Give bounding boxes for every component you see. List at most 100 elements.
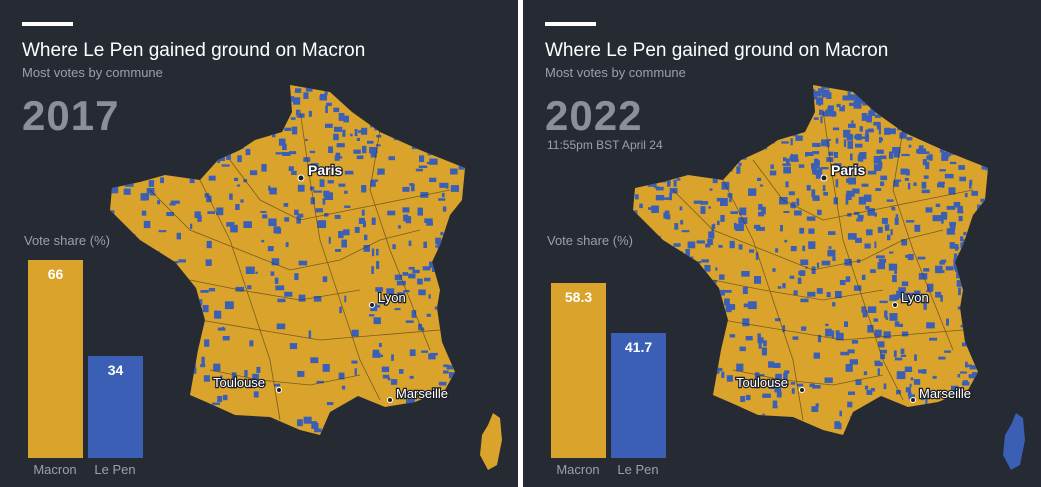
lepen-commune-patch xyxy=(946,318,949,326)
svg-text:Marseille: Marseille xyxy=(396,386,448,401)
city-marseille: Marseille xyxy=(910,385,972,403)
lepen-commune-patch xyxy=(880,426,888,430)
lepen-commune-patch xyxy=(445,310,450,318)
lepen-commune-patch xyxy=(247,285,252,290)
lepen-commune-patch xyxy=(372,352,381,358)
lepen-commune-patch xyxy=(971,405,980,411)
lepen-commune-patch xyxy=(429,261,434,268)
lepen-commune-patch xyxy=(221,164,230,167)
lepen-commune-patch xyxy=(934,89,942,92)
lepen-commune-patch xyxy=(216,207,224,216)
lepen-commune-patch xyxy=(895,423,898,429)
lepen-commune-patch xyxy=(808,228,815,234)
lepen-commune-patch xyxy=(880,354,886,360)
lepen-commune-patch xyxy=(297,213,304,218)
lepen-commune-patch xyxy=(199,413,203,417)
lepen-commune-patch xyxy=(262,214,268,219)
lepen-commune-patch xyxy=(388,156,395,161)
lepen-commune-patch xyxy=(194,143,202,148)
lepen-commune-patch xyxy=(261,107,268,116)
lepen-commune-patch xyxy=(970,236,975,244)
lepen-commune-patch xyxy=(194,367,197,374)
bar-value-macron: 66 xyxy=(47,266,64,282)
lepen-commune-patch xyxy=(153,251,160,259)
lepen-commune-patch xyxy=(446,182,449,189)
lepen-commune-patch xyxy=(466,423,472,430)
lepen-commune-patch xyxy=(781,141,789,144)
lepen-commune-patch xyxy=(824,377,833,383)
lepen-commune-patch xyxy=(325,105,328,113)
lepen-commune-patch xyxy=(926,322,935,329)
lepen-commune-patch xyxy=(811,163,820,169)
lepen-commune-patch xyxy=(376,248,379,256)
lepen-commune-patch xyxy=(887,234,891,241)
lepen-commune-patch xyxy=(918,85,926,90)
lepen-commune-patch xyxy=(987,139,988,142)
lepen-commune-patch xyxy=(769,170,777,176)
lepen-commune-patch xyxy=(945,92,950,97)
lepen-commune-patch xyxy=(849,102,855,106)
lepen-commune-patch xyxy=(728,135,734,141)
lepen-commune-patch xyxy=(755,252,759,260)
lepen-commune-patch xyxy=(212,402,221,405)
lepen-commune-patch xyxy=(655,235,661,242)
lepen-commune-patch xyxy=(434,87,440,95)
lepen-commune-patch xyxy=(681,146,685,149)
lepen-commune-patch xyxy=(925,396,928,405)
lepen-commune-patch xyxy=(852,188,860,194)
lepen-commune-patch xyxy=(643,313,650,321)
lepen-commune-patch xyxy=(434,306,441,310)
city-paris: Paris xyxy=(297,161,344,182)
lepen-commune-patch xyxy=(447,432,455,435)
lepen-commune-patch xyxy=(878,258,887,262)
lepen-commune-patch xyxy=(758,340,762,349)
lepen-commune-patch xyxy=(316,380,324,384)
lepen-commune-patch xyxy=(653,115,663,121)
lepen-commune-patch xyxy=(225,118,235,123)
lepen-commune-patch xyxy=(229,193,233,200)
lepen-commune-patch xyxy=(758,204,763,210)
lepen-commune-patch xyxy=(710,428,715,434)
lepen-commune-patch xyxy=(681,230,690,233)
lepen-commune-patch xyxy=(285,242,289,248)
lepen-commune-patch xyxy=(701,259,709,263)
lepen-commune-patch xyxy=(788,191,795,196)
lepen-commune-patch xyxy=(784,107,791,116)
lepen-commune-patch xyxy=(932,122,940,131)
lepen-commune-patch xyxy=(877,262,885,270)
lepen-commune-patch xyxy=(361,127,368,135)
lepen-commune-patch xyxy=(938,85,947,92)
lepen-commune-patch xyxy=(175,127,179,133)
lepen-commune-patch xyxy=(661,118,668,126)
lepen-commune-patch xyxy=(277,298,286,303)
lepen-commune-patch xyxy=(392,244,396,250)
lepen-commune-patch xyxy=(186,99,195,102)
lepen-commune-patch xyxy=(402,207,410,213)
lepen-commune-patch xyxy=(123,188,131,195)
lepen-commune-patch xyxy=(793,290,798,296)
lepen-commune-patch xyxy=(343,115,349,123)
lepen-commune-patch xyxy=(658,242,666,248)
lepen-commune-patch xyxy=(813,117,819,120)
lepen-commune-patch xyxy=(649,112,656,120)
lepen-commune-patch xyxy=(935,265,943,273)
lepen-commune-patch xyxy=(941,212,948,219)
lepen-commune-patch xyxy=(716,289,725,296)
lepen-commune-patch xyxy=(802,94,808,98)
lepen-commune-patch xyxy=(310,357,319,364)
lepen-commune-patch xyxy=(972,147,979,153)
lepen-commune-patch xyxy=(649,274,656,277)
lepen-commune-patch xyxy=(322,276,328,282)
city-lyon: Lyon xyxy=(369,289,407,308)
lepen-commune-patch xyxy=(717,143,725,148)
lepen-commune-patch xyxy=(949,221,956,226)
lepen-commune-patch xyxy=(165,140,175,143)
lepen-commune-patch xyxy=(865,205,870,210)
lepen-commune-patch xyxy=(758,211,765,217)
lepen-commune-patch xyxy=(792,85,796,89)
lepen-commune-patch xyxy=(222,336,230,341)
lepen-commune-patch xyxy=(775,248,779,253)
lepen-commune-patch xyxy=(328,236,331,244)
lepen-commune-patch xyxy=(356,155,364,160)
lepen-commune-patch xyxy=(351,360,358,364)
